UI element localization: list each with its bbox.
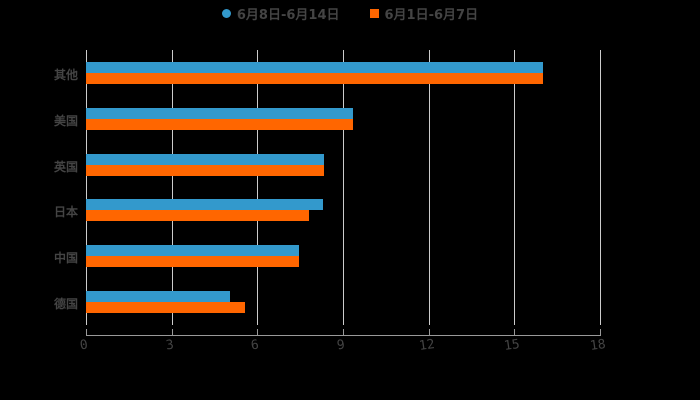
gridline bbox=[600, 50, 601, 325]
bar-series-1[interactable] bbox=[86, 291, 230, 302]
y-category-label: 日本 bbox=[53, 205, 78, 219]
circle-marker-icon bbox=[221, 8, 231, 18]
x-tick bbox=[514, 329, 516, 336]
gridline bbox=[514, 50, 516, 325]
bar-series-1[interactable] bbox=[86, 154, 324, 165]
x-tick bbox=[257, 329, 259, 336]
bar-series-1[interactable] bbox=[86, 199, 323, 210]
legend-item-series-1[interactable]: 6月8日-6月14日 bbox=[221, 4, 340, 23]
y-category-label: 英国 bbox=[53, 160, 78, 174]
bar-series-1[interactable] bbox=[86, 108, 353, 119]
bar-series-1[interactable] bbox=[86, 245, 300, 256]
legend-item-series-2[interactable]: 6月1日-6月7日 bbox=[369, 4, 479, 23]
gridline bbox=[86, 50, 87, 325]
gridline bbox=[257, 50, 259, 325]
gridline bbox=[171, 50, 173, 325]
x-tick-label: 9 bbox=[335, 337, 346, 354]
x-tick-label: 18 bbox=[589, 336, 607, 355]
x-axis-line bbox=[86, 335, 600, 336]
x-tick bbox=[343, 329, 344, 336]
y-category-label: 中国 bbox=[53, 251, 78, 265]
x-tick-label: 15 bbox=[503, 336, 521, 355]
bar-series-1[interactable] bbox=[86, 62, 543, 73]
y-category-label: 美国 bbox=[53, 114, 78, 128]
square-marker-icon bbox=[369, 8, 379, 18]
bar-series-2[interactable] bbox=[86, 256, 300, 267]
x-tick bbox=[428, 329, 430, 336]
x-tick bbox=[600, 329, 601, 336]
legend-label: 6月8日-6月14日 bbox=[236, 7, 340, 23]
x-tick-label: 0 bbox=[78, 337, 89, 354]
bar-series-2[interactable] bbox=[86, 119, 353, 130]
bar-series-2[interactable] bbox=[86, 302, 246, 313]
bar-series-2[interactable] bbox=[86, 73, 543, 84]
bar-series-2[interactable] bbox=[86, 210, 309, 221]
gridline bbox=[343, 50, 344, 325]
bar-series-2[interactable] bbox=[86, 165, 324, 176]
y-category-label: 其他 bbox=[53, 68, 78, 82]
x-tick bbox=[171, 329, 173, 336]
gridline bbox=[428, 50, 430, 325]
chart-legend: 6月8日-6月14日 6月1日-6月7日 bbox=[0, 4, 700, 23]
x-tick-label: 3 bbox=[164, 337, 175, 354]
y-category-label: 德国 bbox=[53, 297, 78, 311]
legend-label: 6月1日-6月7日 bbox=[384, 7, 479, 23]
x-tick bbox=[86, 329, 87, 336]
x-tick-label: 6 bbox=[250, 337, 261, 354]
x-tick-label: 12 bbox=[417, 336, 436, 355]
